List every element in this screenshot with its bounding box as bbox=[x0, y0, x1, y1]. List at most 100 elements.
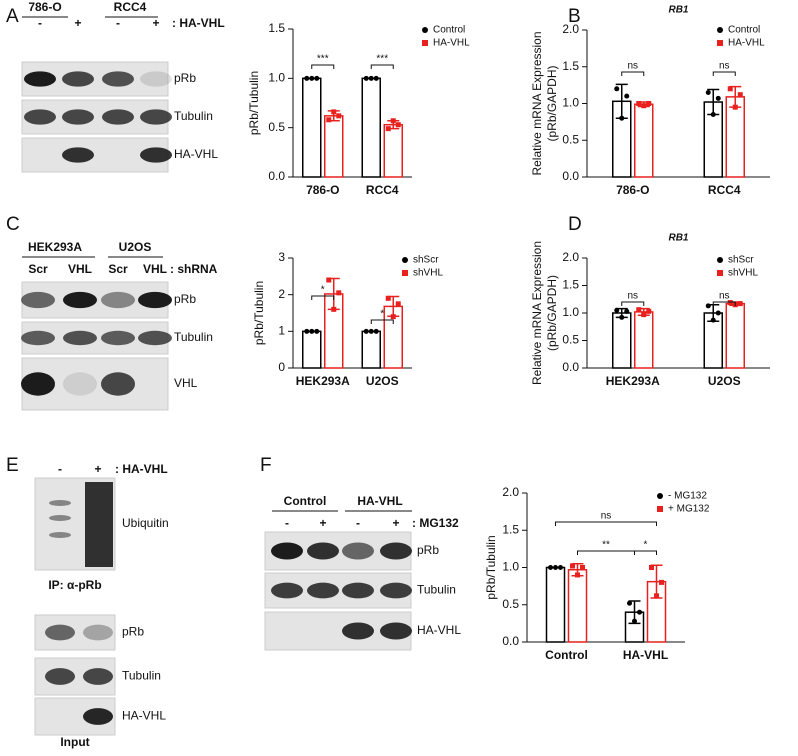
lane-label: - bbox=[116, 16, 120, 30]
data-point bbox=[636, 307, 642, 313]
data-point bbox=[637, 609, 642, 615]
y-tick-label: 0.0 bbox=[562, 360, 579, 374]
band bbox=[21, 372, 55, 396]
blot-header: HA-VHL bbox=[357, 494, 402, 508]
blot-caption: Input bbox=[60, 735, 89, 749]
data-point bbox=[309, 75, 315, 81]
panel-letter: A bbox=[6, 6, 19, 27]
bar bbox=[324, 115, 344, 178]
panel-letter: D bbox=[568, 214, 582, 235]
data-point bbox=[368, 328, 374, 334]
y-tick-label: 0.5 bbox=[562, 132, 579, 146]
band bbox=[101, 291, 135, 309]
blot-header: RCC4 bbox=[114, 0, 147, 14]
band bbox=[101, 330, 135, 346]
blot-caption: IP: α-pRb bbox=[48, 578, 101, 592]
data-point bbox=[304, 328, 310, 334]
lane-label: + bbox=[94, 462, 101, 476]
bar bbox=[361, 330, 381, 369]
data-point bbox=[636, 101, 642, 106]
data-point bbox=[649, 565, 654, 570]
condition-label: : MG132 bbox=[412, 516, 459, 530]
data-point bbox=[710, 317, 716, 323]
blot-header: U2OS bbox=[119, 240, 152, 254]
significance-label: *** bbox=[317, 54, 329, 65]
lane-label: - bbox=[356, 516, 360, 530]
significance-label: * bbox=[644, 540, 648, 551]
smear bbox=[85, 482, 113, 567]
data-point bbox=[619, 314, 625, 320]
band bbox=[21, 291, 55, 309]
chart-title: RB1 bbox=[668, 5, 688, 16]
lane-label: Scr bbox=[28, 262, 48, 276]
data-point bbox=[614, 307, 620, 313]
legend-label: Control bbox=[433, 25, 465, 36]
data-point bbox=[385, 295, 391, 301]
y-axis-label: (pRb/GAPDH) bbox=[545, 275, 559, 351]
data-point bbox=[705, 89, 711, 95]
x-tick-label: HA-VHL bbox=[623, 648, 668, 662]
significance-bracket bbox=[370, 64, 394, 69]
significance-bracket bbox=[555, 521, 657, 526]
legend-label: shVHL bbox=[728, 268, 758, 279]
band bbox=[380, 542, 412, 560]
data-point bbox=[326, 277, 332, 283]
data-point bbox=[715, 310, 721, 316]
y-tick-label: 1.5 bbox=[502, 522, 519, 536]
blot-header: HEK293A bbox=[28, 240, 82, 254]
significance-bracket bbox=[311, 64, 335, 69]
y-axis-label: pRb/Tubulin bbox=[484, 535, 498, 599]
significance-label: * bbox=[380, 309, 384, 320]
data-point bbox=[624, 93, 630, 99]
y-tick-label: 1.5 bbox=[562, 59, 579, 73]
x-tick-label: RCC4 bbox=[708, 183, 741, 197]
band bbox=[21, 330, 55, 346]
band bbox=[49, 515, 71, 521]
data-point bbox=[390, 118, 396, 124]
y-tick-label: 0.0 bbox=[502, 634, 519, 648]
bar bbox=[612, 312, 632, 369]
chart-title: RB1 bbox=[668, 233, 688, 244]
significance-label: ns bbox=[627, 61, 638, 72]
data-point bbox=[548, 565, 553, 570]
data-point bbox=[646, 308, 652, 314]
band bbox=[102, 109, 134, 125]
y-tick-label: 2 bbox=[278, 287, 285, 301]
band bbox=[307, 582, 339, 599]
band bbox=[342, 622, 374, 640]
y-axis-label: Relative mRNA Expression bbox=[530, 241, 544, 385]
significance-bracket bbox=[712, 301, 736, 306]
significance-label: ns bbox=[601, 511, 612, 522]
row-label: HA-VHL bbox=[417, 623, 461, 637]
data-point bbox=[737, 92, 743, 98]
data-point bbox=[727, 86, 733, 92]
lane-label: VHL bbox=[68, 262, 92, 276]
band bbox=[83, 624, 113, 641]
band bbox=[140, 109, 172, 125]
band bbox=[101, 372, 135, 396]
data-point bbox=[314, 75, 320, 81]
lane-label: + bbox=[392, 516, 399, 530]
legend-marker bbox=[657, 493, 663, 499]
data-point bbox=[641, 103, 647, 109]
y-axis-label: pRb/Tubulin bbox=[252, 281, 266, 345]
data-point bbox=[614, 86, 620, 92]
significance-label: ns bbox=[627, 291, 638, 302]
band bbox=[138, 291, 172, 309]
data-point bbox=[309, 328, 315, 334]
band bbox=[307, 542, 339, 560]
legend-marker bbox=[717, 40, 723, 46]
blot-header: 786-O bbox=[28, 0, 61, 14]
band bbox=[83, 668, 113, 685]
y-tick-label: 2.0 bbox=[562, 250, 579, 264]
data-point bbox=[304, 75, 310, 81]
y-tick-label: 0 bbox=[278, 360, 285, 374]
y-tick-label: 0.5 bbox=[502, 597, 519, 611]
data-point bbox=[627, 600, 632, 606]
bar bbox=[361, 77, 381, 178]
y-tick-label: 2.0 bbox=[562, 22, 579, 36]
significance-label: * bbox=[321, 285, 325, 296]
data-point bbox=[654, 593, 659, 599]
data-point bbox=[705, 303, 711, 309]
